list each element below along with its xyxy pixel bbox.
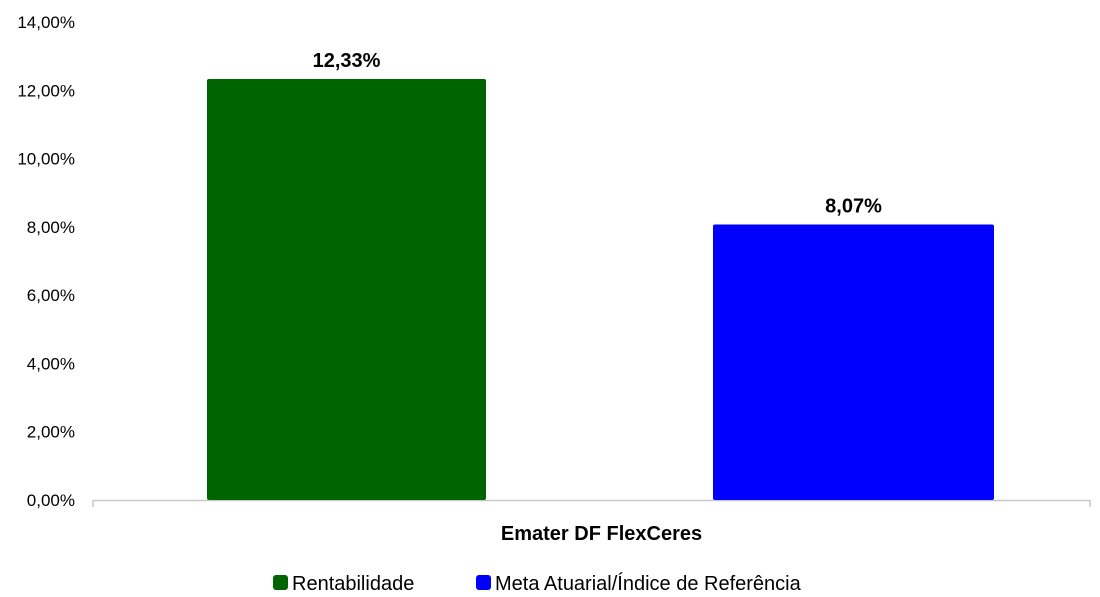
data-label-rentabilidade: 12,33%: [313, 50, 381, 72]
x-category-label: Emater DF FlexCeres: [501, 523, 702, 545]
y-tick-label: 4,00%: [27, 354, 75, 373]
legend: Rentabilidade Meta Atuarial/Índice de Ref…: [273, 572, 802, 595]
data-label-meta-atuarial: 8,07%: [825, 195, 882, 217]
data-labels: 12,33% 8,07%: [313, 50, 882, 217]
bar-meta-atuarial: [713, 224, 994, 500]
bars: [207, 79, 994, 501]
y-tick-label: 12,00%: [17, 81, 75, 100]
y-tick-label: 8,00%: [27, 218, 75, 237]
y-axis: 0,00% 2,00% 4,00% 6,00% 8,00% 10,00% 12,00% 14,…: [17, 13, 75, 510]
y-tick-label: 6,00%: [27, 286, 75, 305]
bar-rentabilidade: [207, 79, 486, 501]
legend-swatch-rentabilidade: [273, 575, 288, 590]
y-tick-label: 10,00%: [17, 150, 75, 169]
legend-label-meta-atuarial: Meta Atuarial/Índice de Referência: [495, 572, 802, 595]
y-tick-label: 2,00%: [27, 423, 75, 442]
legend-label-rentabilidade: Rentabilidade: [292, 573, 414, 595]
legend-swatch-meta-atuarial: [476, 575, 491, 590]
y-tick-label: 0,00%: [27, 491, 75, 510]
y-tick-label: 14,00%: [17, 13, 75, 32]
x-axis: Emater DF FlexCeres: [92, 499, 1091, 545]
